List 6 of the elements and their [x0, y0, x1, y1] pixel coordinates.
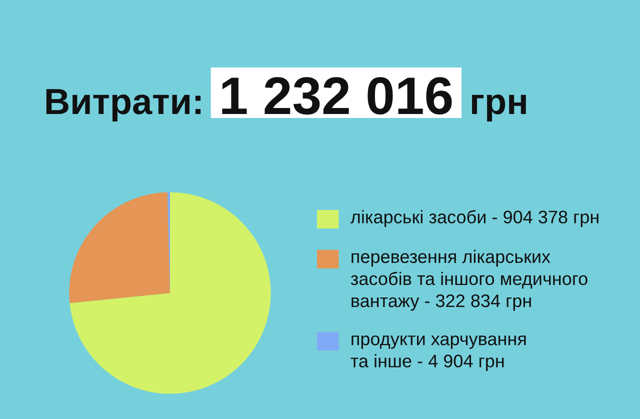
legend-label: перевезення лікарських засобів та іншого медичного вантажу - 322 834 грн [350, 250, 588, 311]
pie-slice [70, 192, 271, 394]
pie-slice [69, 192, 170, 304]
legend-label: продукти харчування та інше - 4 904 грн [350, 335, 526, 371]
legend-label: лікарські засоби - 904 378 грн [350, 210, 598, 227]
chart-title: Витрати: 1 232 016 грн [46, 77, 526, 122]
